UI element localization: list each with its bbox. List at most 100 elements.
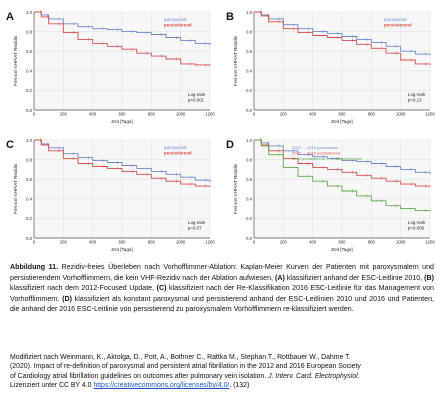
y-axis-title: Frei von VHF/AT Rezidiv: [233, 35, 238, 86]
x-tick-label: 800: [368, 112, 376, 117]
x-axis-title: Zeit [Tage]: [331, 247, 352, 252]
license-link[interactable]: https://creativecommons.org/licenses/by/…: [93, 382, 230, 390]
y-tick-label: 0.8: [26, 29, 32, 34]
y-tick-label: 1.0: [246, 138, 252, 143]
p-value: p=0.009: [408, 226, 425, 231]
series-line: [254, 139, 431, 175]
y-axis-title: Frei von VHF/AT Rezidiv: [13, 35, 18, 86]
series-line: [254, 139, 431, 212]
caption-d-text: klassifiziert als konstant paroxysmal un…: [10, 294, 434, 314]
caption-body: Rezidiv-freies Überleben nach Vorhofflim…: [10, 263, 434, 282]
y-tick-label: 0.8: [246, 29, 252, 34]
caption-d-tag: (D): [62, 294, 73, 303]
km-charts: 0.0 0.2 0.4 0.6 0.8 1.0 0 200 400 600 800 1000 1200 Z…: [6, 10, 435, 252]
x-tick-label: 200: [60, 112, 68, 117]
logrank-label: Log-rank: [188, 220, 206, 225]
reference-line-2: (2020). Impact of re-definition of parox…: [10, 363, 361, 371]
y-tick-label: 0.2: [26, 216, 32, 221]
x-axis-title: Zeit [Tage]: [331, 119, 352, 124]
series-line: [254, 11, 431, 56]
p-value: p<0.001: [188, 98, 205, 103]
legend-entry: paroxysmal: [164, 145, 186, 150]
y-tick-label: 1.0: [26, 138, 32, 143]
x-tick-label: 1200: [205, 112, 215, 117]
x-tick-label: 800: [148, 112, 156, 117]
x-tick-label: 1200: [205, 240, 215, 245]
logrank-label: Log-rank: [188, 92, 206, 97]
y-tick-label: 0.2: [246, 88, 252, 93]
x-axis-title: Zeit [Tage]: [111, 247, 132, 252]
series-line: [34, 139, 211, 183]
series-line: [254, 139, 431, 187]
caption-b-text: klassifiziert nach dem 2012-Focused Upda…: [10, 284, 157, 293]
y-tick-label: 0.4: [246, 197, 252, 202]
p-value: p=0.13: [408, 98, 422, 103]
x-tick-label: 1200: [425, 240, 435, 245]
legend-entry: paroxysmal: [164, 17, 186, 22]
x-tick-label: 800: [368, 240, 376, 245]
y-tick-label: 0.0: [26, 108, 32, 113]
series-line: [34, 11, 211, 46]
x-tick-label: 1000: [396, 112, 406, 117]
caption-c-tag: (C): [156, 284, 167, 293]
reference-line-3-text: of Cardiology atrial fibrillation guidel…: [10, 372, 269, 380]
panel-letter: A: [6, 11, 14, 23]
x-tick-label: 0: [253, 112, 256, 117]
y-tick-label: 0.4: [26, 197, 32, 202]
y-tick-label: 1.0: [246, 10, 252, 15]
x-tick-label: 600: [339, 112, 347, 117]
x-tick-label: 200: [280, 112, 288, 117]
series-line: [254, 11, 431, 65]
x-axis-title: Zeit [Tage]: [111, 119, 132, 124]
x-tick-label: 600: [339, 240, 347, 245]
series-line: [34, 139, 211, 187]
caption-a-text: klassifiziert anhand der ESC-Leitlinie 2…: [284, 273, 425, 282]
panel-letter: B: [226, 11, 234, 23]
y-tick-label: 0.8: [246, 157, 252, 162]
x-tick-label: 400: [309, 112, 317, 117]
y-tick-label: 0.0: [246, 108, 252, 113]
reference-line-3: of Cardiology atrial fibrillation guidel…: [10, 372, 434, 381]
y-axis-title: Frei von VHF/AT Rezidiv: [233, 163, 238, 214]
y-tick-label: 0.6: [246, 177, 252, 182]
chart-panel-b: 0.0 0.2 0.4 0.6 0.8 1.0 0 200 400 600 800 1000 1200 Z…: [226, 10, 435, 124]
caption-a-tag: (A): [274, 273, 285, 282]
caption-prefix: Abbildung 11.: [10, 263, 59, 271]
legend-entry: persistierend: [384, 23, 412, 28]
y-tick-label: 0.6: [246, 49, 252, 54]
x-tick-label: 0: [33, 240, 36, 245]
chart-panel-a: 0.0 0.2 0.4 0.6 0.8 1.0 0 200 400 600 800 1000 1200 Z…: [6, 10, 215, 124]
x-tick-label: 400: [89, 112, 97, 117]
logrank-label: Log-rank: [408, 92, 426, 97]
x-tick-label: 800: [148, 240, 156, 245]
y-tick-label: 0.0: [246, 236, 252, 241]
y-tick-label: 0.6: [26, 49, 32, 54]
x-tick-label: 200: [60, 240, 68, 245]
x-tick-label: 600: [119, 112, 127, 117]
legend-entry: paroxysmal: [384, 17, 406, 22]
y-tick-label: 0.2: [26, 88, 32, 93]
figure-caption: Abbildung 11. Rezidiv-freies Überleben n…: [10, 262, 434, 315]
x-tick-label: 1000: [176, 112, 186, 117]
panel-letter: C: [6, 139, 14, 151]
logrank-label: Log-rank: [408, 220, 426, 225]
y-tick-label: 0.8: [26, 157, 32, 162]
x-tick-label: 400: [309, 240, 317, 245]
y-tick-label: 0.0: [26, 236, 32, 241]
x-tick-label: 600: [119, 240, 127, 245]
reference-line-1: Modifiziert nach Weinmann, K., Aktolga, …: [10, 354, 351, 361]
x-tick-label: 0: [253, 240, 256, 245]
caption-b-tag: (B): [424, 273, 434, 282]
reference-block: Modifiziert nach Weinmann, K., Aktolga, …: [10, 353, 434, 391]
y-tick-label: 0.6: [26, 177, 32, 182]
x-tick-label: 200: [280, 240, 288, 245]
legend-entry: 2010 persistierend → 2016 paroxysmal: [292, 156, 362, 161]
reference-license-text: Lizenziert unter CC BY 4.0: [10, 382, 94, 390]
legend-entry: 2010 → 2016 persistierend: [292, 151, 340, 156]
legend-entry: 2010 → 2016 paroxysmal: [292, 145, 338, 150]
legend-entry: persistierend: [164, 151, 192, 156]
x-tick-label: 1000: [396, 240, 406, 245]
chart-panel-c: 0.0 0.2 0.4 0.6 0.8 1.0 0 200 400 600 800 1000 1200 Z…: [6, 138, 215, 252]
chart-panel-d: 0.0 0.2 0.4 0.6 0.8 1.0 0 200 400 600 800 1000 1200 Z…: [226, 138, 435, 252]
